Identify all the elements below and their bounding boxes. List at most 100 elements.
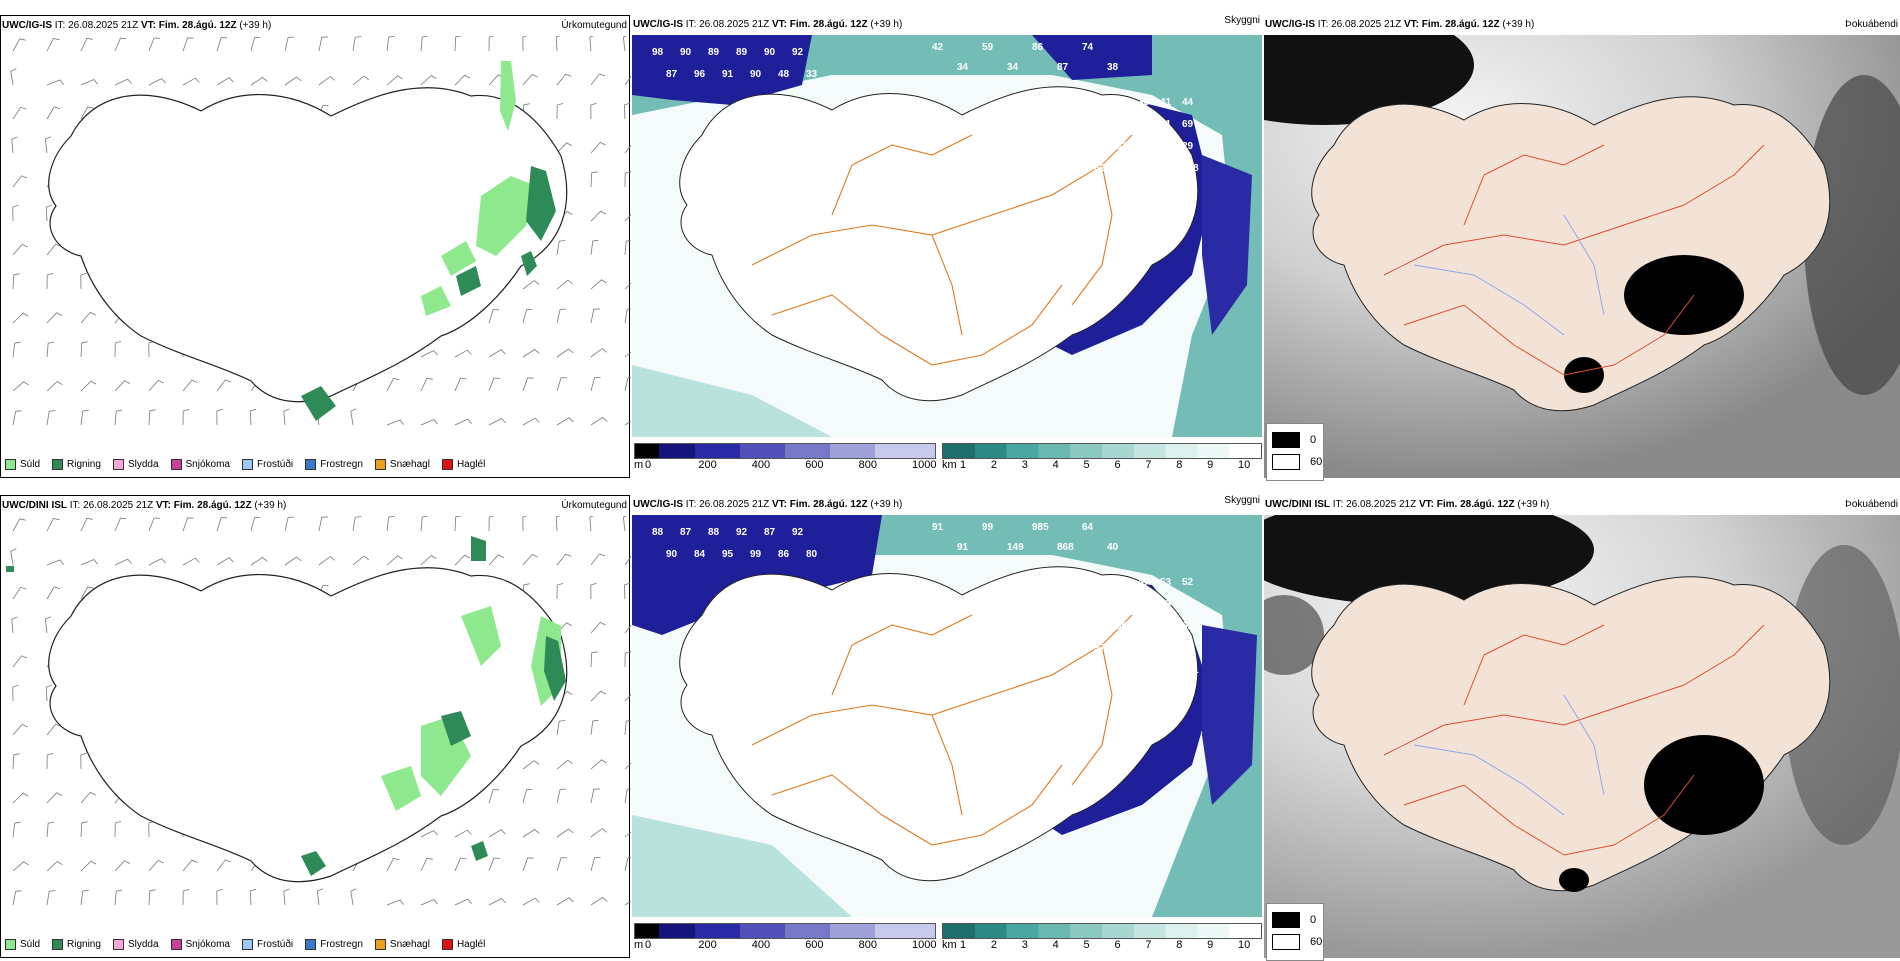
- wind-barb: [12, 655, 28, 668]
- visibility-value-label: 88: [708, 527, 720, 538]
- legend-label: Rigning: [67, 938, 101, 950]
- legend-label: Slydda: [127, 458, 159, 470]
- wind-barb: [12, 273, 20, 290]
- legend-swatch: [374, 938, 386, 950]
- legend-item: Súld: [5, 938, 40, 950]
- visibility-value-label: 31: [1094, 665, 1106, 676]
- wind-barb: [12, 243, 28, 256]
- visibility-value-label: 41: [1182, 599, 1194, 610]
- wind-barb: [80, 272, 87, 290]
- wind-barb: [12, 341, 21, 358]
- wind-barb: [590, 759, 607, 770]
- legend-label: Rigning: [67, 458, 101, 470]
- visibility-value-label: 96: [694, 69, 706, 80]
- wind-barb: [318, 76, 336, 86]
- wind-barb: [454, 36, 462, 52]
- wind-barb: [148, 558, 166, 566]
- wind-barb: [284, 36, 295, 52]
- wind-barb: [590, 582, 597, 600]
- wind-barb: [590, 210, 607, 222]
- wind-barb: [386, 516, 395, 532]
- wind-barb: [80, 752, 87, 770]
- wind-barb: [454, 74, 471, 86]
- wind-barb: [590, 171, 598, 188]
- colorbar-tick: 2: [990, 939, 997, 951]
- wind-barb: [46, 792, 62, 804]
- visibility-value-label: 33: [1138, 643, 1150, 654]
- wind-barb: [488, 377, 501, 392]
- wind-barb: [80, 559, 98, 566]
- wind-barb: [283, 408, 290, 426]
- colorbar-tick: 200: [698, 939, 717, 951]
- wind-barb: [46, 410, 56, 426]
- wind-barb: [284, 556, 302, 566]
- legend-label: Snæhagl: [389, 938, 430, 950]
- legend-swatch: [305, 938, 317, 950]
- visibility-value-label: 863: [1116, 163, 1133, 174]
- legend-label: Slydda: [127, 938, 159, 950]
- wind-barb: [12, 890, 22, 906]
- wind-barb: [46, 586, 61, 600]
- wind-barb: [46, 861, 63, 872]
- wind-barb: [386, 75, 403, 86]
- wind-barb: [46, 753, 54, 770]
- wind-barb: [522, 897, 540, 906]
- wind-barb: [590, 553, 606, 566]
- wind-barb: [556, 788, 567, 804]
- visibility-value-label: 985: [1032, 522, 1049, 533]
- panel-precip-top: UWC/IG-IS IT: 26.08.2025 21Z VT: Fim. 28…: [0, 15, 631, 478]
- wind-barb: [12, 861, 29, 872]
- visibility-value-label: 39: [1116, 577, 1128, 588]
- wind-barb: [622, 36, 627, 52]
- panel-fog-bottom: UWC/DINI ISL IT: 26.08.2025 21Z VT: Fim.…: [1264, 495, 1900, 961]
- colorbar-tick: 10: [1238, 939, 1251, 951]
- wind-barb: [488, 418, 506, 426]
- visibility-value-label: 820: [1094, 163, 1111, 174]
- wind-barb: [555, 516, 561, 532]
- wind-barb: [216, 557, 234, 566]
- wind-barb: [624, 351, 631, 358]
- wind-barb: [522, 280, 540, 290]
- fog-map: [1264, 515, 1900, 958]
- wind-barb: [420, 377, 433, 392]
- wind-barb: [522, 760, 540, 770]
- wind-barb: [420, 516, 429, 532]
- panel-precip-bottom: UWC/DINI ISL IT: 26.08.2025 21Z VT: Fim.…: [0, 495, 631, 958]
- legend-item: Haglél: [441, 458, 485, 470]
- legend-label: Súld: [20, 458, 41, 470]
- wind-barb: [80, 106, 94, 120]
- visibility-value-label: 61: [1182, 621, 1194, 632]
- panel-fog-top: UWC/IG-IS IT: 26.08.2025 21Z VT: Fim. 28…: [1264, 15, 1900, 481]
- wind-barb: [590, 102, 597, 120]
- wind-barb: [352, 516, 362, 532]
- colorbar-tick: 3: [1021, 459, 1028, 471]
- wind-barb: [454, 349, 472, 358]
- colorbar-tick: 5: [1083, 939, 1090, 951]
- wind-barb: [624, 856, 631, 872]
- legend-item: Slydda: [112, 938, 159, 950]
- wind-barb: [556, 377, 568, 392]
- visibility-value-label: 90: [750, 69, 762, 80]
- visibility-value-label: 84: [694, 549, 706, 560]
- wind-barb: [350, 888, 357, 906]
- colorbar-tick: 2: [990, 459, 997, 471]
- legend-label: Haglél: [456, 938, 486, 950]
- wind-barb: [148, 37, 161, 52]
- wind-barb: [80, 517, 93, 532]
- wind-barb: [352, 36, 362, 52]
- wind-barb: [454, 554, 471, 566]
- visibility-value-label: 208: [1182, 163, 1199, 174]
- visibility-value-label: 41: [1160, 97, 1172, 108]
- wind-barb: [46, 890, 56, 906]
- wind-barb: [46, 38, 60, 52]
- visibility-value-label: 178: [1160, 665, 1177, 676]
- panel-header: UWC/DINI ISL IT: 26.08.2025 21Z VT: Fim.…: [1265, 499, 1550, 510]
- colorbar-tick: 7: [1145, 459, 1152, 471]
- wind-barb: [454, 898, 472, 906]
- visibility-value-label: 296: [1160, 163, 1177, 174]
- visibility-value-label: 45: [1072, 621, 1084, 632]
- colorbar-tick: 8: [1176, 459, 1183, 471]
- legend-item: Súld: [5, 458, 41, 470]
- wind-barb: [590, 788, 600, 804]
- legend-swatch: [374, 458, 386, 470]
